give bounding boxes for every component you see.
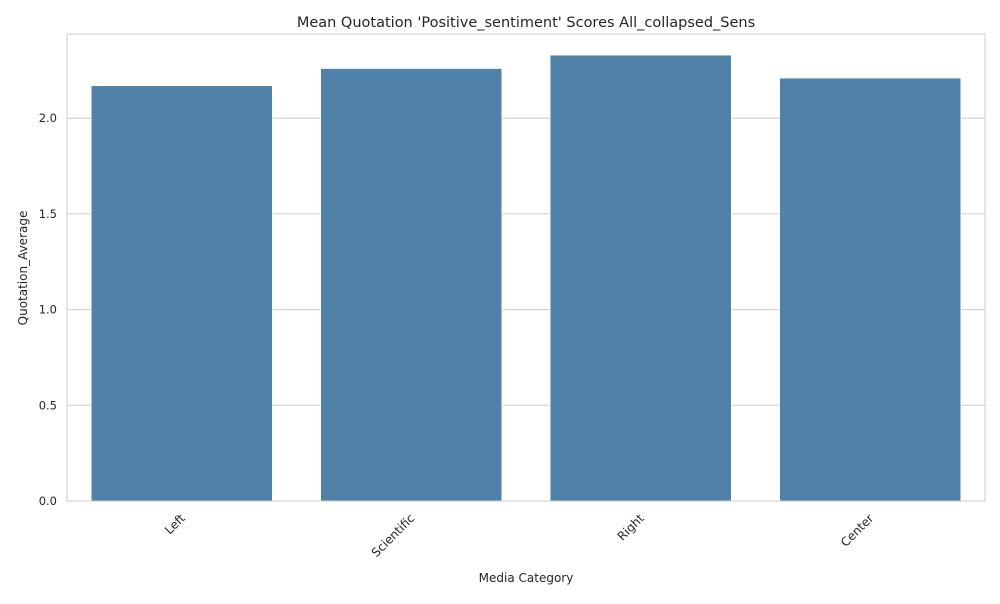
chart-title: Mean Quotation 'Positive_sentiment' Scor… [297, 15, 755, 31]
bars [90, 54, 962, 502]
bar-left [90, 85, 273, 502]
bar-right [549, 54, 732, 502]
x-axis-label: Media Category [479, 571, 574, 585]
y-tick-label: 0.0 [39, 494, 57, 508]
y-tick-label: 1.0 [39, 303, 57, 317]
x-tick-label: Left [162, 511, 188, 537]
y-tick-label: 2.0 [39, 111, 57, 125]
y-tick-label: 0.5 [39, 398, 57, 412]
x-tick-label: Scientific [369, 511, 418, 560]
y-tick-labels: 0.0 0.5 1.0 1.5 2.0 [39, 111, 57, 508]
bar-scientific [320, 68, 503, 502]
x-tick-label: Right [615, 511, 647, 543]
y-tick-label: 1.5 [39, 207, 57, 221]
x-tick-label: Center [838, 511, 877, 550]
y-axis-label: Quotation_Average [16, 211, 30, 326]
plot-frame [66, 33, 986, 502]
x-tick-labels: Left Scientific Right Center [162, 511, 876, 560]
bar-center [779, 77, 962, 502]
